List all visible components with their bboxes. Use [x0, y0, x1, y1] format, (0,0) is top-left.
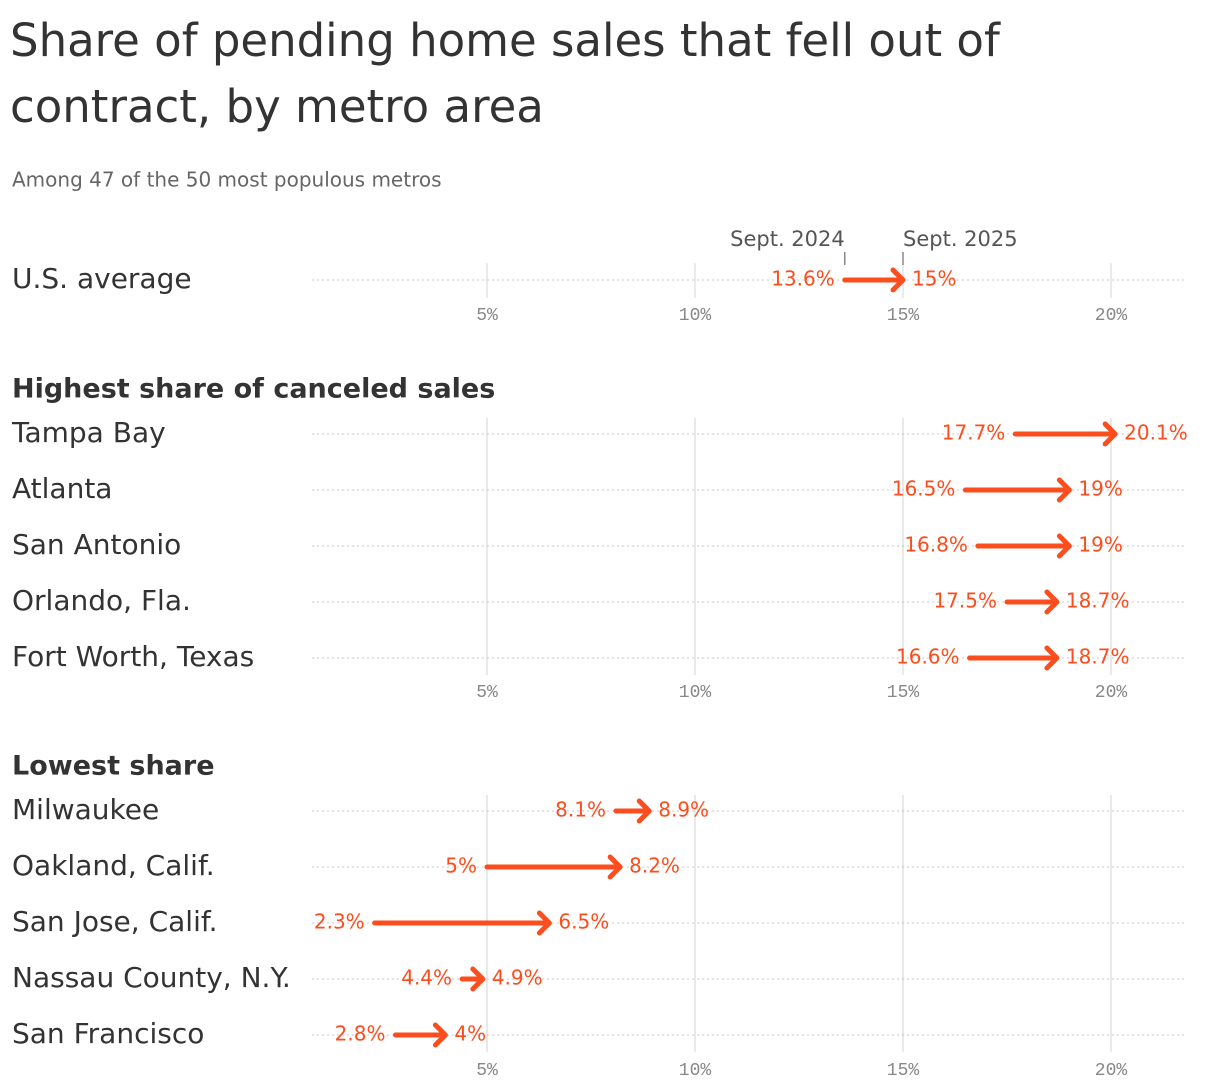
change-arrow	[484, 854, 623, 880]
x-tick-label: 15%	[887, 306, 920, 326]
category-label: U.S. average	[12, 262, 192, 295]
x-tick-label: 20%	[1095, 1061, 1128, 1081]
start-value-label: 13.6%	[771, 267, 835, 291]
category-label: Nassau County, N.Y.	[12, 961, 291, 994]
end-value-label: 18.7%	[1066, 645, 1130, 669]
end-value-label: 19%	[1078, 533, 1122, 557]
change-arrow	[842, 267, 906, 293]
start-value-label: 4.4%	[401, 966, 452, 990]
start-value-label: 8.1%	[555, 798, 606, 822]
change-arrow	[967, 645, 1060, 671]
end-value-label: 8.9%	[658, 798, 709, 822]
start-value-label: 2.8%	[335, 1022, 386, 1046]
x-tick-label: 5%	[476, 1061, 498, 1081]
chart-title: Share of pending home sales that fell ou…	[10, 14, 1001, 67]
chart-title-line2: contract, by metro area	[10, 80, 544, 133]
section-heading: Highest share of canceled sales	[12, 374, 495, 405]
category-label: Tampa Bay	[11, 416, 166, 449]
category-label: San Francisco	[12, 1017, 204, 1050]
start-value-label: 16.8%	[904, 533, 968, 557]
start-value-label: 2.3%	[314, 910, 365, 934]
section-heading: Lowest share	[12, 751, 215, 782]
change-arrow	[372, 910, 552, 936]
x-tick-label: 10%	[679, 1061, 712, 1081]
start-value-label: 5%	[445, 854, 477, 878]
x-tick-label: 5%	[476, 683, 498, 703]
end-value-label: 6.5%	[558, 910, 609, 934]
x-tick-label: 5%	[476, 306, 498, 326]
category-label: San Antonio	[12, 528, 181, 561]
change-arrow	[613, 798, 652, 824]
end-value-label: 8.2%	[629, 854, 680, 878]
change-arrow	[459, 966, 486, 992]
end-value-label: 15%	[912, 267, 956, 291]
category-label: Fort Worth, Texas	[12, 640, 254, 673]
legend-label: Sept. 2025	[903, 227, 1018, 251]
start-value-label: 17.5%	[933, 589, 997, 613]
category-label: Milwaukee	[12, 793, 159, 826]
x-tick-label: 10%	[679, 683, 712, 703]
legend-label: Sept. 2024	[730, 227, 845, 251]
change-arrow	[975, 533, 1072, 559]
category-label: Orlando, Fla.	[12, 584, 191, 617]
x-tick-label: 15%	[887, 683, 920, 703]
start-value-label: 16.5%	[892, 477, 956, 501]
x-tick-label: 20%	[1095, 683, 1128, 703]
end-value-label: 19%	[1078, 477, 1122, 501]
change-arrow	[392, 1022, 448, 1048]
end-value-label: 4%	[454, 1022, 486, 1046]
x-tick-label: 10%	[679, 306, 712, 326]
end-value-label: 4.9%	[492, 966, 543, 990]
category-label: San Jose, Calif.	[12, 905, 218, 938]
end-value-label: 20.1%	[1124, 421, 1188, 445]
category-label: Oakland, Calif.	[12, 849, 215, 882]
category-label: Atlanta	[12, 472, 112, 505]
x-tick-label: 15%	[887, 1061, 920, 1081]
change-arrow	[962, 477, 1072, 503]
change-arrow	[1012, 421, 1118, 447]
start-value-label: 17.7%	[942, 421, 1006, 445]
change-arrow	[1004, 589, 1060, 615]
x-tick-label: 20%	[1095, 306, 1128, 326]
start-value-label: 16.6%	[896, 645, 960, 669]
end-value-label: 18.7%	[1066, 589, 1130, 613]
chart-subtitle: Among 47 of the 50 most populous metros	[12, 168, 442, 192]
